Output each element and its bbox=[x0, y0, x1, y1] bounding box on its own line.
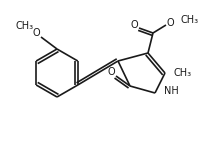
Text: CH₃: CH₃ bbox=[181, 15, 199, 25]
Text: O: O bbox=[32, 28, 40, 38]
Text: CH₃: CH₃ bbox=[174, 68, 192, 78]
Text: O: O bbox=[166, 18, 174, 28]
Text: O: O bbox=[130, 20, 138, 30]
Text: CH₃: CH₃ bbox=[16, 21, 34, 31]
Text: O: O bbox=[107, 67, 115, 77]
Text: NH: NH bbox=[164, 86, 179, 96]
